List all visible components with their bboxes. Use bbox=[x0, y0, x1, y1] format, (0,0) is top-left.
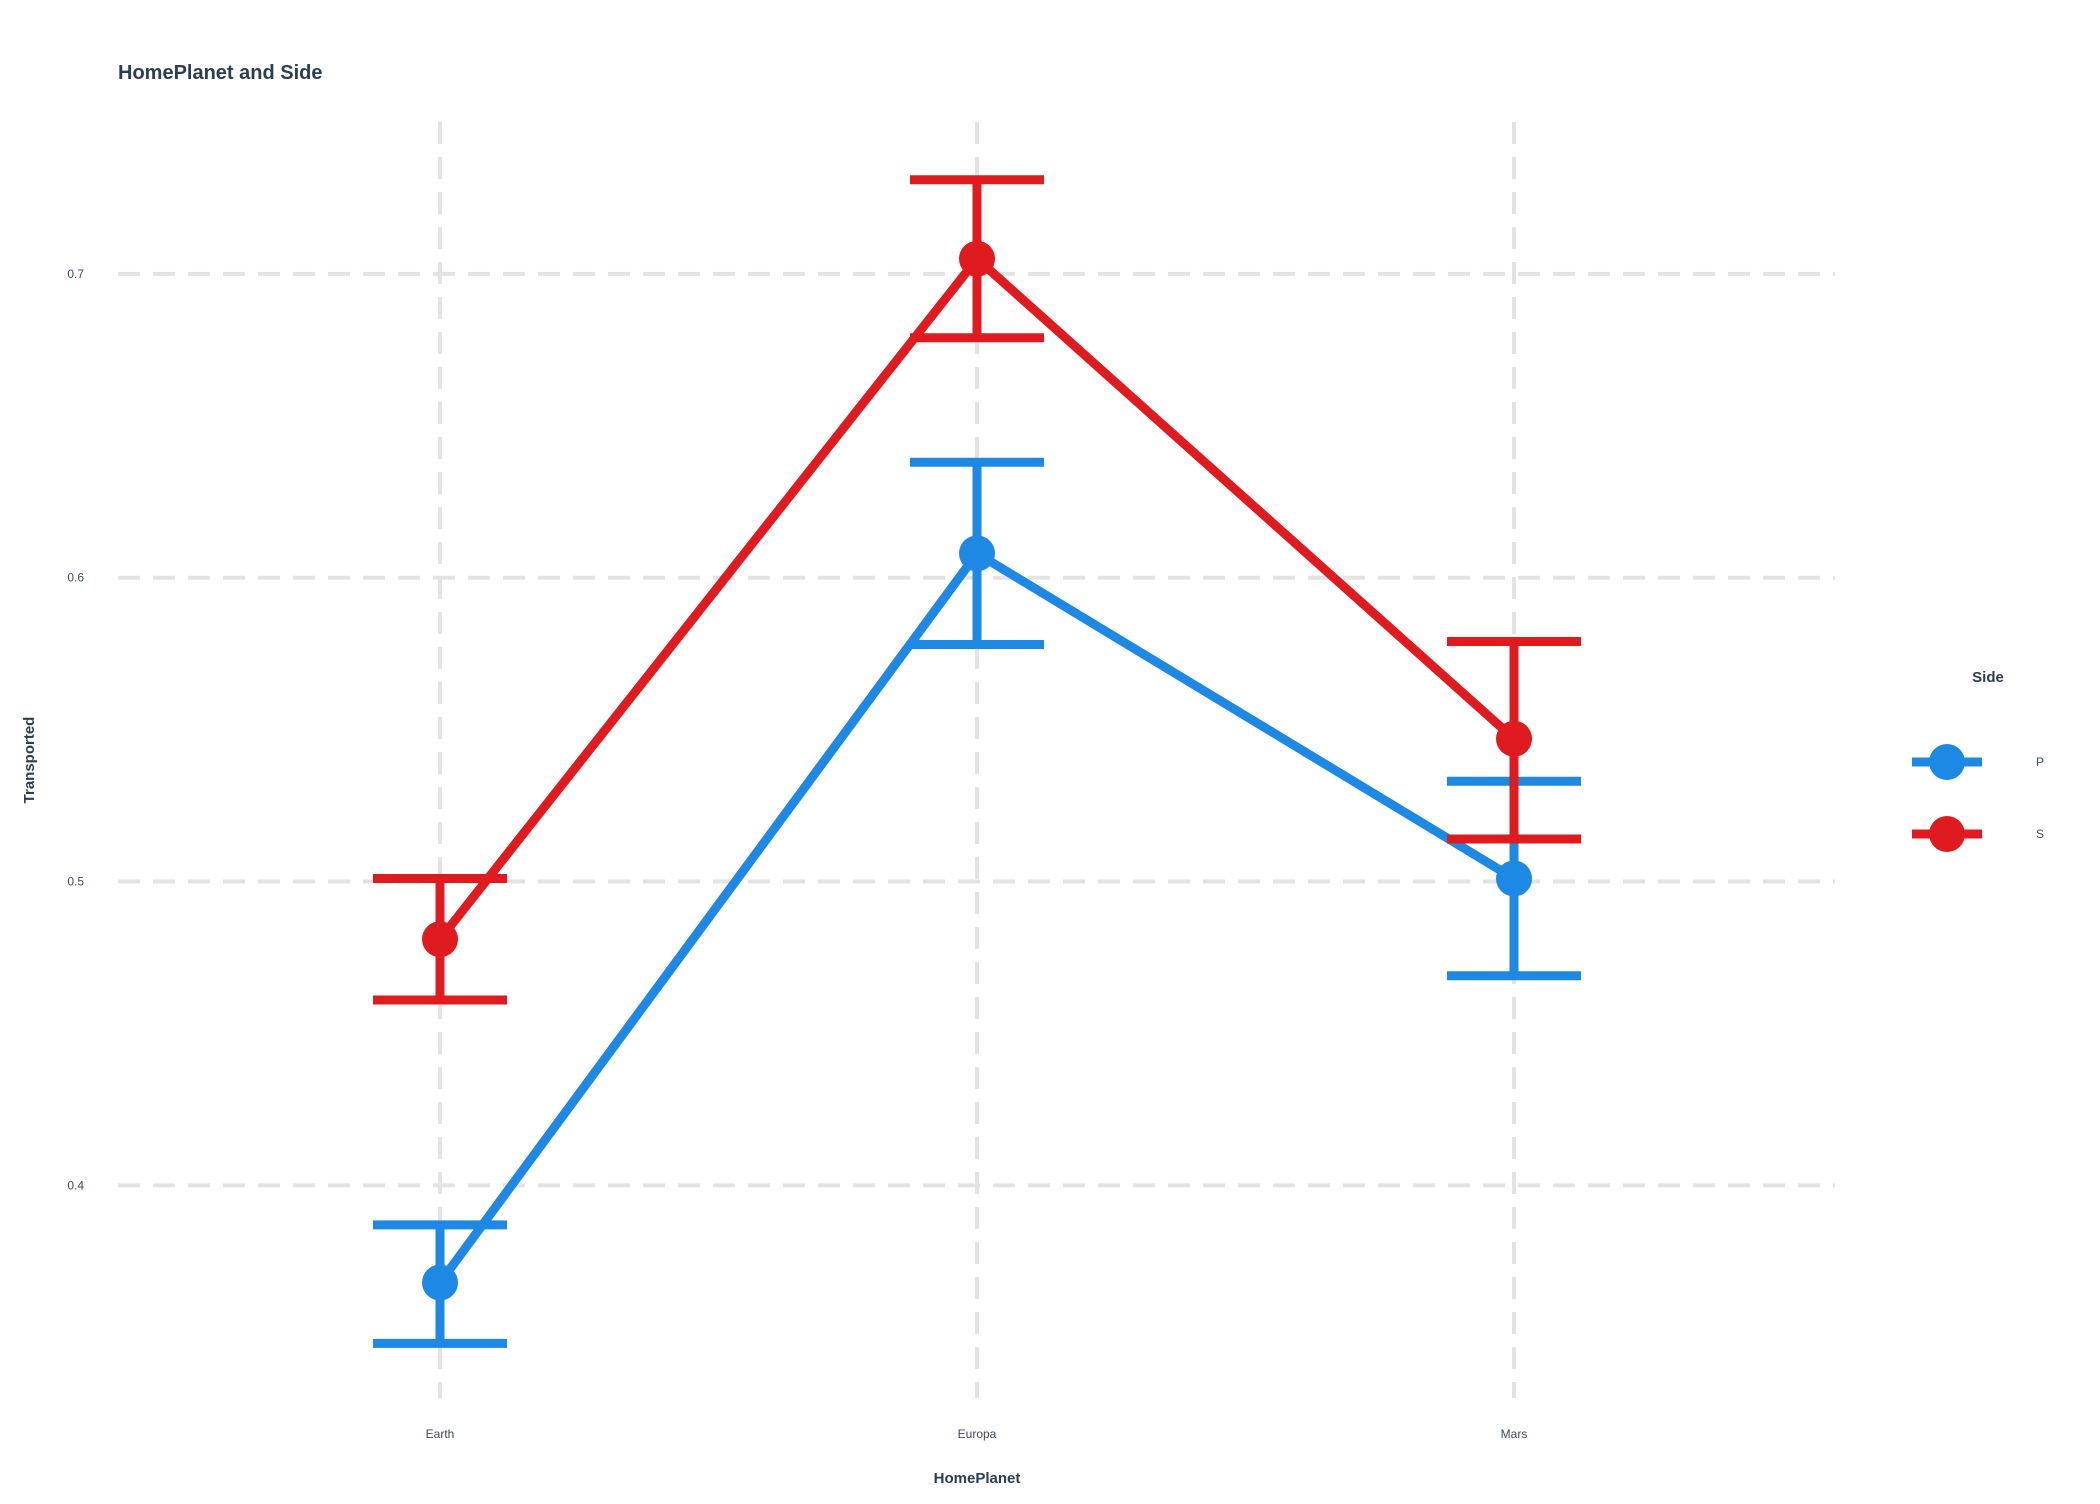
data-point bbox=[959, 535, 995, 572]
y-tick-label: 0.4 bbox=[67, 1178, 84, 1192]
tick-layer: 0.4 0.5 0.6 0.7 Earth Europa Mars bbox=[67, 267, 1527, 1441]
series-S bbox=[373, 175, 1581, 1005]
data-point bbox=[1496, 720, 1532, 757]
x-tick-label: Europa bbox=[958, 1427, 997, 1441]
data-point bbox=[1496, 860, 1532, 897]
legend-key-point bbox=[1929, 816, 1965, 852]
legend-title: Side bbox=[1972, 669, 2004, 686]
x-tick-label: Earth bbox=[426, 1427, 455, 1441]
y-axis-title: Transported bbox=[21, 717, 38, 804]
data-point bbox=[422, 1264, 458, 1301]
legend-key-point bbox=[1929, 744, 1965, 780]
y-tick-label: 0.6 bbox=[67, 571, 84, 585]
series-P bbox=[373, 457, 1581, 1348]
x-tick-label: Mars bbox=[1501, 1427, 1528, 1441]
data-point bbox=[422, 921, 458, 958]
series-layer bbox=[373, 175, 1581, 1348]
chart-title: HomePlanet and Side bbox=[118, 62, 323, 84]
y-tick-label: 0.5 bbox=[67, 875, 84, 889]
legend-item-P: P bbox=[1912, 744, 2044, 780]
legend-label: S bbox=[2036, 827, 2044, 841]
legend-item-S: S bbox=[1912, 816, 2044, 852]
legend: Side PS bbox=[1912, 669, 2044, 852]
legend-items: PS bbox=[1912, 744, 2044, 852]
data-point bbox=[959, 240, 995, 277]
x-axis-title: HomePlanet bbox=[934, 1470, 1021, 1487]
legend-label: P bbox=[2036, 755, 2044, 769]
y-tick-label: 0.7 bbox=[67, 267, 84, 281]
